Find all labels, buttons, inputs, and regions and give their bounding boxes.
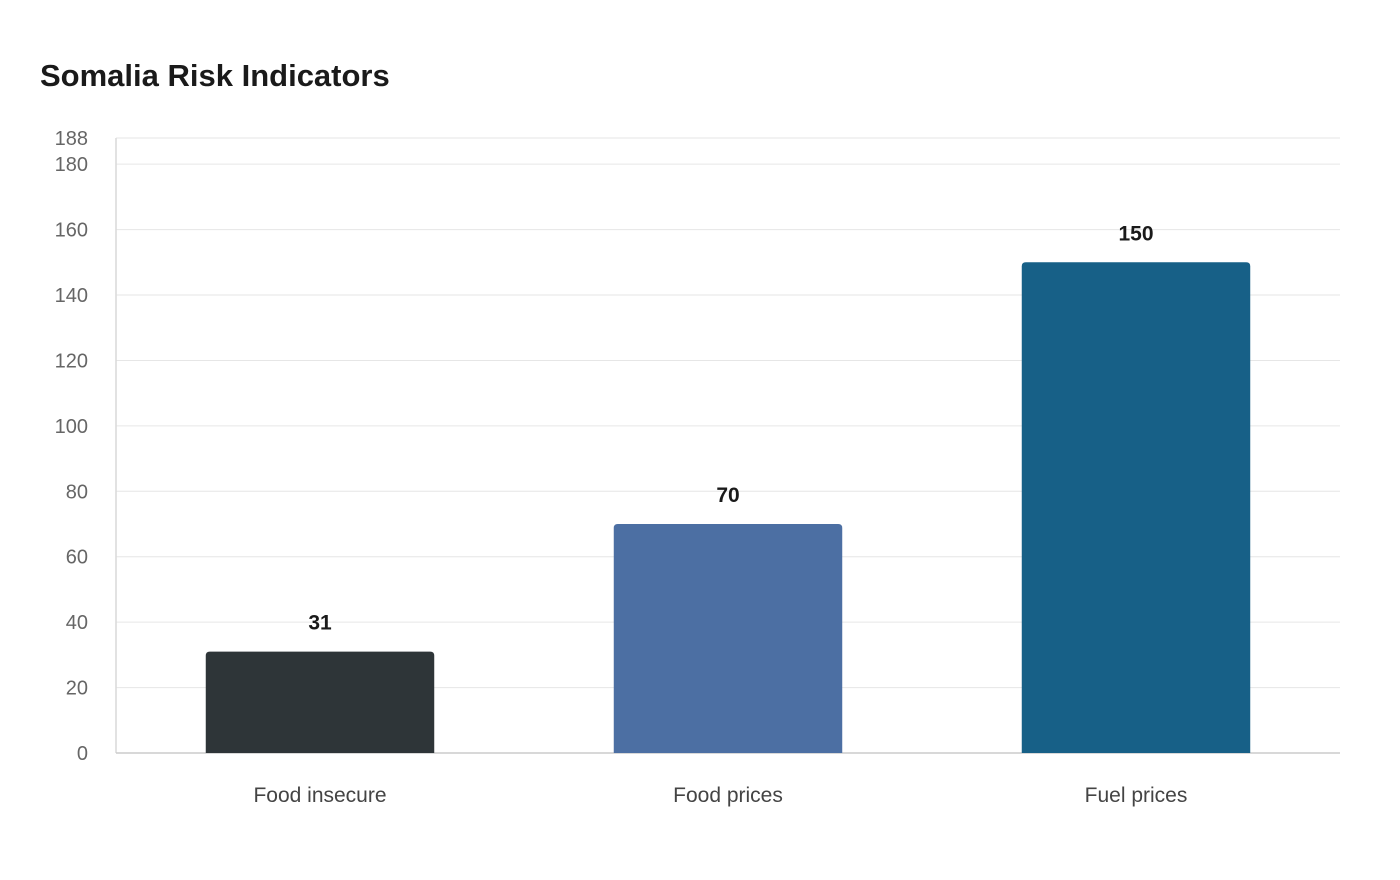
- category-label: Food insecure: [253, 784, 386, 807]
- data-label: 150: [1118, 222, 1153, 245]
- data-label: 31: [308, 612, 332, 635]
- bar: [1021, 262, 1251, 753]
- y-tick-label: 80: [66, 481, 88, 503]
- category-labels: Food insecure Food prices Fuel prices: [253, 784, 1187, 807]
- y-tick-label: 60: [66, 547, 88, 569]
- y-tick-label: 160: [55, 220, 88, 242]
- category-label: Food prices: [673, 784, 783, 807]
- bars: [205, 262, 1251, 753]
- bar: [613, 524, 843, 753]
- y-tick-label: 20: [66, 678, 88, 700]
- data-label: 70: [716, 484, 739, 507]
- y-tick-label: 140: [55, 285, 88, 307]
- y-tick-labels: 0 20 40 60 80 100 120 140 160 180 188: [55, 128, 88, 765]
- data-labels: 31 70 150: [308, 222, 1153, 634]
- chart-title: Somalia Risk Indicators: [40, 58, 390, 93]
- y-tick-label: 180: [55, 154, 88, 176]
- y-tick-label: 0: [77, 743, 88, 765]
- bar: [205, 651, 435, 753]
- category-label: Fuel prices: [1085, 784, 1188, 807]
- y-tick-label: 120: [55, 350, 88, 372]
- y-tick-label: 188: [55, 128, 88, 150]
- y-tick-label: 40: [66, 612, 88, 634]
- y-tick-label: 100: [55, 416, 88, 438]
